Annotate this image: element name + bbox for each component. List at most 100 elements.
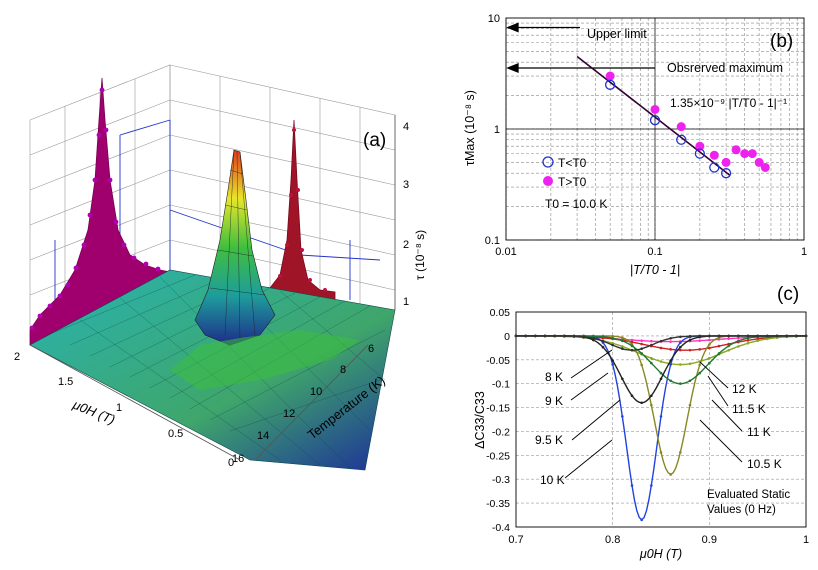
curve-marker — [785, 334, 788, 338]
curve-label-pointer — [570, 372, 609, 401]
curve-marker — [650, 356, 653, 360]
y-axis-label-c: ΔC33/C33 — [473, 391, 487, 449]
curve-label: 10 K — [540, 473, 565, 487]
curve-marker — [679, 451, 682, 454]
curve-marker — [621, 415, 624, 418]
curve-marker — [592, 337, 595, 340]
x-tick-label-c: 0.9 — [702, 534, 717, 546]
curve-marker — [572, 334, 576, 338]
y-tick-label: 6 — [368, 343, 374, 355]
curve-label: 11 K — [747, 425, 771, 439]
data-point-below — [676, 134, 687, 145]
data-point-above — [695, 141, 705, 151]
curve-marker — [621, 345, 624, 348]
curve-marker — [630, 340, 634, 344]
curve-marker — [679, 348, 682, 352]
curve-marker — [688, 403, 692, 407]
z-tick-label: 4 — [403, 121, 409, 133]
y-tick-label-c: -0.05 — [486, 355, 510, 367]
y-tick-label-b: 1 — [494, 124, 500, 136]
curve-marker — [650, 361, 653, 365]
curve-label-pointer — [699, 361, 729, 389]
y-tick-label-b: 0.1 — [485, 235, 500, 247]
curve-marker — [688, 348, 692, 352]
curve-label: 8 K — [545, 370, 563, 384]
y-tick-label: 10 — [310, 386, 322, 398]
t0-label: T0 = 10.0 K — [545, 197, 607, 211]
curve-marker — [601, 339, 605, 343]
y-tick-label-c: 0 — [504, 331, 510, 343]
x-tick-label: 0 — [228, 457, 234, 469]
projection-right-red — [254, 119, 336, 301]
curve-marker — [582, 335, 585, 339]
curve-marker — [698, 339, 701, 342]
curve-marker — [659, 377, 663, 381]
data-point-above — [754, 157, 764, 167]
curve-marker — [727, 344, 730, 348]
curve-marker — [737, 339, 740, 343]
curve-marker — [746, 336, 750, 340]
z-tick-label: 2 — [403, 239, 409, 251]
curve-marker — [756, 339, 759, 343]
y-tick-label: 14 — [257, 430, 269, 442]
curve-label-pointer — [570, 349, 613, 379]
x-tick-label: 1 — [116, 402, 122, 414]
x-tick-label-c: 1 — [803, 534, 809, 546]
curve-marker — [688, 362, 692, 366]
curve-marker — [679, 345, 682, 349]
plot-b-frame — [505, 17, 805, 241]
plot-b-grid — [505, 18, 804, 241]
curve-marker — [659, 415, 663, 418]
curve-marker — [621, 347, 624, 351]
curve-marker — [698, 334, 701, 338]
data-point-above — [731, 145, 741, 155]
curve-marker — [659, 346, 663, 350]
z-axis: 4 3 2 1 τ (10⁻⁸ s) — [394, 115, 427, 310]
annotation-arrows — [506, 22, 655, 73]
curve-marker — [524, 334, 527, 338]
data-point-above — [721, 157, 731, 167]
curve-marker — [669, 363, 672, 366]
curve-marker — [669, 473, 672, 476]
y-tick-label-c: -0.3 — [492, 474, 510, 486]
x-tick-label-c: 0.8 — [605, 534, 620, 546]
y-axis-label-b: τMax (10⁻⁸ s) — [463, 90, 477, 166]
curve-marker — [737, 345, 740, 348]
curve-marker — [659, 339, 663, 343]
curve-marker — [756, 334, 759, 338]
curve-label-pointer — [699, 419, 743, 463]
curve-marker — [727, 337, 730, 340]
curve-marker — [640, 339, 643, 342]
curve-marker — [669, 348, 672, 351]
panel-c-label: (c) — [777, 284, 799, 305]
data-point-below — [649, 115, 661, 126]
x-tick-label-c: 0.7 — [508, 534, 523, 546]
curve-marker — [630, 348, 634, 352]
z-axis-label: τ (10⁻⁸ s) — [413, 230, 427, 280]
curve-marker — [611, 334, 614, 338]
curve-marker — [640, 363, 643, 367]
plot-c-frame — [515, 311, 807, 528]
data-point-above — [650, 104, 660, 114]
curve-label-pointer — [707, 375, 729, 407]
curve-marker — [688, 334, 692, 338]
y-tick-label-b: 10 — [488, 13, 500, 25]
curve-label: 10.5 K — [747, 457, 782, 471]
x-tick-label-b: 0.01 — [495, 246, 516, 258]
curve-marker — [679, 363, 682, 366]
data-point-above — [676, 122, 686, 132]
curve-marker — [679, 382, 682, 385]
data-point-above — [760, 162, 770, 172]
x-axis-label-c: μ0H (T) — [639, 547, 682, 561]
curve-marker — [746, 339, 750, 342]
curve-marker — [650, 339, 653, 343]
data-point-above — [709, 150, 719, 160]
panel-a-label: (a) — [363, 130, 386, 151]
curve-label-pointer — [564, 439, 613, 479]
curve-marker — [514, 334, 518, 338]
curve-marker — [601, 335, 605, 339]
curve-marker — [688, 379, 692, 383]
curve-marker — [746, 334, 750, 338]
curve-marker — [640, 352, 643, 355]
